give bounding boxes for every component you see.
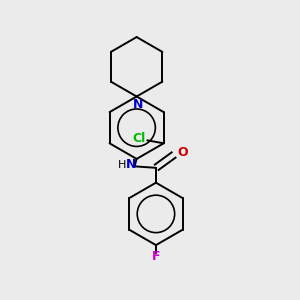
Text: N: N [133,98,143,111]
Text: Cl: Cl [132,132,146,146]
Text: N: N [125,158,136,171]
Text: O: O [177,146,188,160]
Text: H: H [118,160,126,170]
Text: F: F [152,250,160,263]
